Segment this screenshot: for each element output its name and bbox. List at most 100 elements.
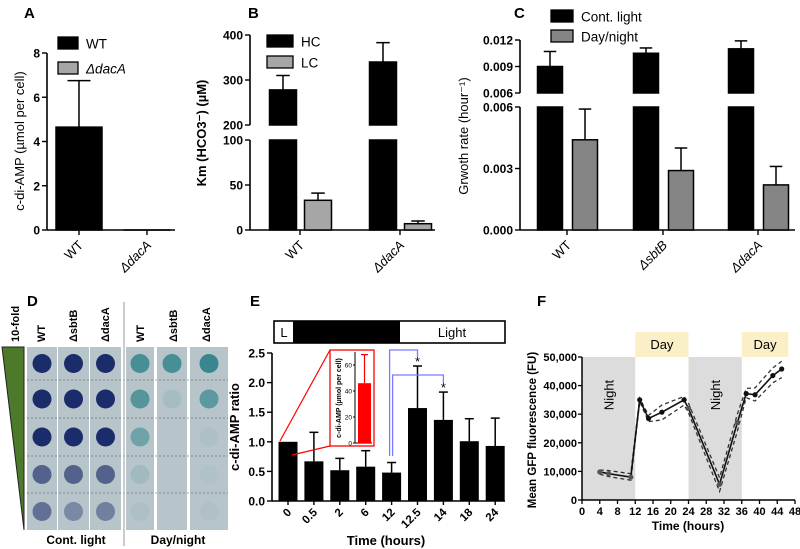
y-tick-label: 200	[223, 119, 243, 133]
day-box	[635, 332, 689, 357]
bar-contlight	[632, 106, 660, 231]
legend-swatch	[57, 36, 79, 50]
y-tick-label: 0.000	[483, 224, 513, 238]
dilution-label: 10-fold	[10, 306, 22, 342]
colony-spot	[130, 465, 150, 484]
strain-header: WT	[36, 325, 48, 342]
colony-spot	[130, 502, 150, 521]
x-tick-label: 0	[579, 506, 585, 518]
y-tick-label: 6	[33, 91, 40, 105]
x-tick-label: WT	[549, 237, 574, 262]
x-tick-label: ΔdacA	[369, 238, 407, 276]
bar-contlight	[536, 106, 564, 231]
colony-spot	[163, 502, 182, 521]
x-tick-label: 6	[359, 507, 372, 520]
y-axis-label: Grwoth rate (hour⁻¹)	[456, 77, 471, 194]
colony-spot	[96, 354, 115, 373]
colony-spot	[64, 427, 83, 447]
strain-header: ΔdacA	[201, 307, 213, 342]
y-tick-label: 2	[33, 179, 40, 193]
y-tick-label: 0	[236, 224, 243, 238]
data-point	[659, 409, 665, 415]
data-point	[779, 366, 785, 372]
y-tick-label: 1.5	[248, 406, 265, 420]
y-tick-label: 4	[33, 135, 40, 149]
colony-spot	[199, 427, 219, 447]
y-tick-label: 1.0	[248, 435, 265, 449]
bar-hc	[368, 139, 398, 231]
x-tick-label: 0	[281, 507, 294, 520]
legend-label: HC	[301, 35, 321, 50]
panel-d-group: 10-fold WT ΔsbtB ΔdacA WT ΔsbtB ΔdacA Cont. lig…	[1, 302, 228, 547]
data-point	[637, 397, 643, 403]
y-tick-label: 2.0	[248, 376, 265, 390]
x-tick-label: 28	[700, 506, 712, 518]
data-point	[752, 392, 758, 398]
inset-connector	[279, 349, 331, 442]
bar-lc	[303, 199, 333, 231]
night-label: Night	[602, 379, 617, 410]
y-tick-label: 8	[33, 47, 40, 61]
legend-swatch	[57, 61, 79, 75]
x-tick-label: 40	[753, 506, 765, 518]
bar-daynight	[667, 169, 695, 231]
data-point	[770, 372, 776, 379]
x-tick-label: 36	[736, 506, 748, 518]
strain-header: ΔsbtB	[168, 310, 180, 342]
colony-spot	[130, 389, 150, 409]
colony-spot	[162, 354, 182, 373]
data-point	[645, 415, 652, 422]
legend-swatch	[550, 9, 574, 23]
bar-hc	[268, 89, 298, 126]
legend-label: WT	[86, 37, 107, 52]
bar-contlight	[727, 106, 755, 231]
x-tick-label: 18	[458, 506, 476, 524]
data-point	[743, 391, 749, 397]
significance-asterisk: *	[415, 354, 420, 369]
inset-y-tick-label: 20	[345, 415, 353, 422]
colony-spot	[199, 502, 219, 521]
phase-dark	[293, 321, 400, 343]
colony-spot	[64, 502, 83, 521]
bar	[459, 441, 479, 501]
y-tick-label: 400	[223, 29, 243, 43]
x-tick-label: 48	[789, 506, 800, 518]
group-label-day-night: Day/night	[151, 533, 206, 547]
panel-label-c: C	[514, 5, 525, 22]
legend-label: LC	[301, 56, 319, 71]
x-tick-label: 24	[484, 506, 502, 524]
night-shading	[582, 357, 636, 500]
plate-lane	[157, 347, 187, 530]
x-tick-label: ΔdacA	[116, 238, 154, 276]
bar-hc	[268, 139, 298, 231]
strain-header: ΔdacA	[100, 307, 112, 342]
y-tick-label: 20,000	[543, 438, 577, 450]
y-tick-label: 50,000	[543, 352, 577, 364]
colony-spot	[64, 354, 83, 373]
y-tick-label: 2.5	[248, 347, 265, 361]
inset-connector	[291, 445, 331, 456]
y-tick-label: 0	[33, 224, 40, 238]
plate-lane	[190, 347, 228, 530]
day-label: Day	[753, 337, 777, 352]
significance-bracket	[388, 349, 419, 456]
y-tick-label: 0.0	[248, 495, 265, 509]
y-tick-label: 50	[230, 179, 244, 193]
day-label: Day	[650, 337, 674, 352]
panel-label-f: F	[537, 293, 546, 310]
y-tick-label: 0.006	[483, 101, 513, 115]
panel-label-e: E	[250, 293, 260, 310]
y-tick-label: 100	[223, 134, 243, 148]
y-axis-label: c-di-AMP ratio	[227, 383, 242, 471]
phase-label-light-initial: L	[280, 325, 287, 340]
colony-spot	[163, 428, 182, 447]
x-tick-label: 24	[682, 506, 695, 518]
x-axis-label: Time (hours)	[347, 533, 426, 548]
x-tick-label: 12	[629, 506, 641, 518]
y-axis-label: Mean GFP fluorescence (FU)	[527, 352, 539, 509]
colony-spot	[96, 389, 115, 409]
inset-y-tick-label: 0	[348, 441, 352, 448]
bar-contlight	[727, 48, 755, 94]
legend-label: Day/night	[581, 30, 638, 45]
y-tick-label: 0.5	[248, 465, 265, 479]
